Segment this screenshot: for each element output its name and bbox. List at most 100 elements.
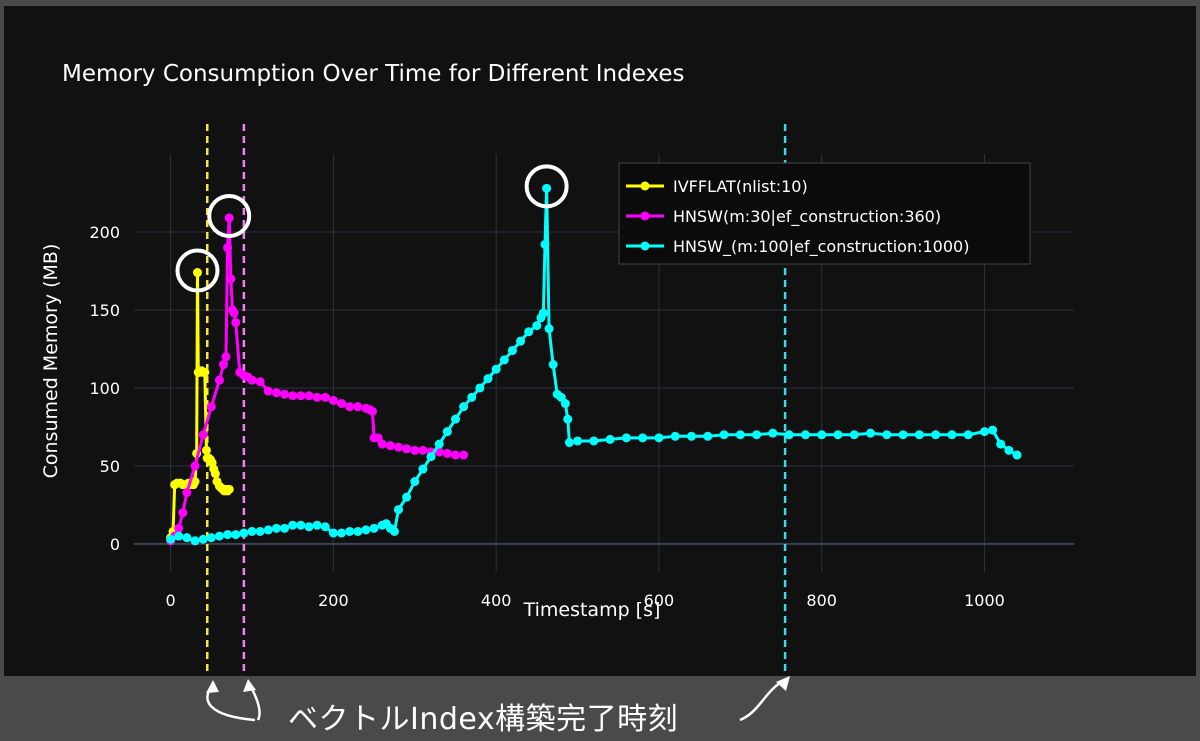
series-point-1 (385, 441, 395, 451)
series-point-2 (784, 430, 794, 440)
series-point-2 (288, 520, 298, 530)
series-point-1 (231, 317, 241, 327)
peak-highlight-circle (524, 164, 569, 209)
series-point-2 (516, 336, 526, 346)
series-point-2 (450, 414, 460, 424)
axis-layer: 0 200 400 600 800 1000 0 50 100 150 200 (89, 223, 1004, 610)
series-point-2 (507, 346, 517, 356)
arrow-left-curve (206, 684, 256, 722)
series-point-2 (768, 428, 778, 438)
series-point-2 (563, 414, 573, 424)
legend-swatch-marker (640, 241, 650, 251)
series-point-2 (988, 425, 998, 435)
series-point-1 (450, 450, 460, 460)
series-point-1 (255, 377, 265, 387)
series-point-0 (200, 367, 210, 377)
series-layer (166, 183, 1022, 546)
series-point-0 (192, 268, 202, 278)
y-axis-label: Consumed Memory (MB) (40, 244, 62, 479)
series-point-2 (752, 430, 762, 440)
series-point-2 (198, 534, 208, 544)
series-line-1 (169, 216, 464, 542)
series-point-2 (337, 528, 347, 538)
arrow-mid-curve (248, 684, 261, 721)
series-point-1 (337, 399, 347, 409)
series-point-2 (389, 526, 399, 536)
y-tick-label: 50 (100, 457, 120, 476)
series-point-1 (190, 461, 200, 471)
series-point-1 (296, 391, 306, 401)
series-point-2 (369, 523, 379, 533)
series-point-2 (467, 392, 477, 402)
series-point-2 (882, 430, 892, 440)
series-point-2 (231, 530, 241, 540)
series-point-2 (560, 399, 570, 409)
series-point-1 (182, 487, 192, 497)
series-point-1 (320, 392, 330, 402)
series-point-1 (271, 388, 281, 398)
series-point-1 (224, 213, 234, 223)
legend-swatch-marker (640, 181, 650, 191)
x-tick-label: 400 (481, 591, 512, 610)
series-point-1 (312, 392, 322, 402)
series-point-2 (686, 431, 696, 441)
series-point-2 (271, 523, 281, 533)
series-point-1 (263, 386, 273, 396)
series-point-2 (670, 431, 680, 441)
series-point-2 (296, 520, 306, 530)
series-point-2 (589, 436, 599, 446)
legend-label: IVFFLAT(nlist:10) (673, 177, 808, 196)
legend: IVFFLAT(nlist:10) HNSW(m:30|ef_constructi… (618, 162, 1031, 265)
series-point-1 (353, 402, 363, 412)
arrow-right-curve (739, 678, 786, 722)
x-tick-label: 600 (644, 591, 675, 610)
series-point-2 (638, 433, 648, 443)
x-tick-label: 0 (166, 591, 176, 610)
series-point-2 (410, 477, 420, 487)
series-point-2 (174, 531, 184, 541)
series-point-2 (654, 433, 664, 443)
series-point-2 (247, 526, 257, 536)
x-tick-label: 200 (318, 591, 349, 610)
series-point-1 (219, 360, 229, 370)
series-point-0 (224, 484, 234, 494)
chart-panel: 0 200 400 600 800 1000 0 50 100 150 200 Memory Con… (4, 6, 1196, 676)
series-point-2 (426, 452, 436, 462)
series-point-1 (345, 402, 355, 412)
y-tick-label: 150 (89, 301, 120, 320)
series-point-2 (353, 526, 363, 536)
chart-svg: 0 200 400 600 800 1000 0 50 100 150 200 Memory Con… (40, 61, 1074, 676)
series-point-1 (214, 375, 224, 385)
x-axis-label: Timestamp [s] (523, 599, 661, 621)
x-tick-label: 800 (806, 591, 837, 610)
series-point-1 (221, 352, 231, 362)
series-point-1 (226, 274, 236, 284)
series-point-2 (817, 430, 827, 440)
annotation-caption: ベクトルIndex構築完了時刻 (288, 702, 679, 737)
series-line-0 (169, 271, 231, 539)
series-point-2 (931, 430, 941, 440)
vline-layer (205, 124, 787, 676)
legend-swatch-marker (640, 211, 650, 221)
series-point-2 (542, 183, 552, 193)
series-point-2 (304, 522, 314, 532)
peak-highlight-circle (207, 193, 252, 238)
series-point-1 (328, 395, 338, 405)
series-point-2 (719, 430, 729, 440)
series-point-0 (201, 445, 211, 455)
series-point-2 (345, 526, 355, 536)
series-point-2 (1012, 450, 1022, 460)
series-point-1 (410, 445, 420, 455)
series-point-2 (735, 430, 745, 440)
series-point-2 (898, 430, 908, 440)
series-point-2 (491, 364, 501, 374)
series-point-1 (280, 389, 290, 399)
series-point-2 (483, 374, 493, 384)
series-point-2 (328, 528, 338, 538)
y-tick-label: 0 (110, 535, 120, 554)
x-tick-label: 1000 (964, 591, 1005, 610)
legend-box (618, 162, 1031, 265)
series-point-1 (442, 448, 452, 458)
series-point-2 (1004, 445, 1014, 455)
